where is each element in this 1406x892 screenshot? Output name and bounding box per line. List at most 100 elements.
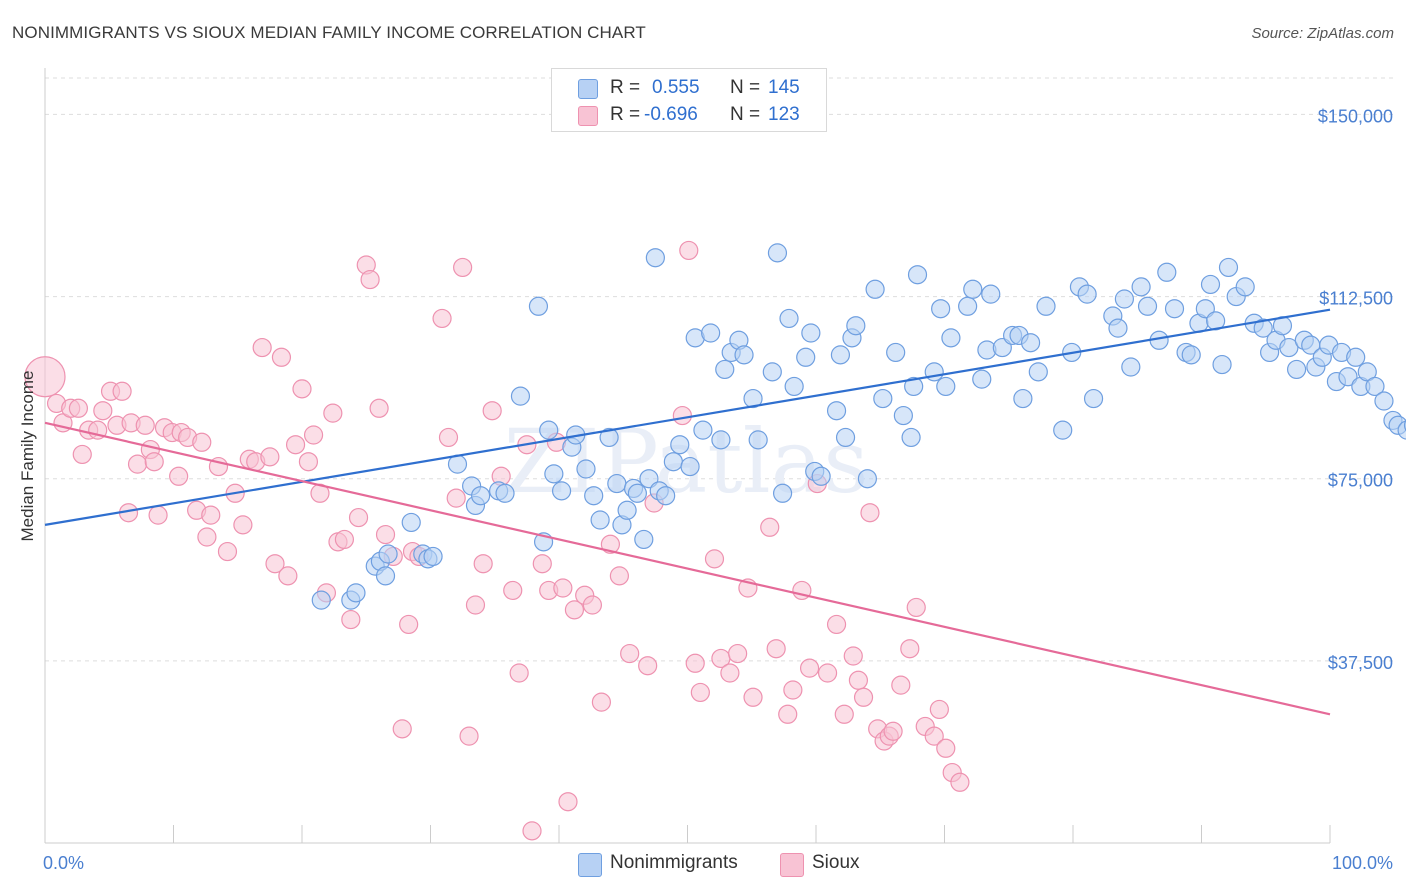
sioux-point: [620, 643, 640, 664]
sioux-point: [843, 646, 863, 666]
nonimmigrants-point: [846, 316, 866, 336]
nonimmigrants-point: [830, 345, 851, 365]
legend-n-value: 123: [768, 104, 800, 125]
nonimmigrants-point: [901, 427, 921, 448]
sioux-point: [509, 663, 529, 683]
sioux-point: [558, 792, 578, 812]
nonimmigrants-point: [599, 427, 619, 448]
nonimmigrants-point: [1083, 388, 1104, 409]
sioux-point: [906, 597, 926, 618]
sioux-point: [446, 488, 466, 508]
sioux-point: [127, 454, 148, 474]
nonimmigrants-point: [762, 362, 782, 382]
sioux-point: [453, 257, 473, 278]
sioux-point: [438, 427, 459, 448]
tick-labels: $37,500 $75,000 $112,500 $150,000 0.0% 100.0%: [43, 106, 1393, 873]
sioux-point: [582, 595, 603, 615]
sioux-point: [271, 347, 292, 367]
y-tick-label: $37,500: [1328, 653, 1393, 673]
nonimmigrants-point: [1346, 347, 1366, 367]
nonimmigrants-point: [1108, 318, 1128, 338]
nonimmigrants-points: [311, 243, 1406, 610]
nonimmigrants-point: [784, 376, 804, 397]
sioux-point: [197, 527, 217, 547]
sioux-point: [817, 663, 838, 683]
nonimmigrants-point: [924, 362, 944, 382]
nonimmigrants-point: [544, 464, 564, 484]
bottom-legend-swatch-pink: [780, 853, 804, 877]
nonimmigrants-point: [528, 296, 549, 316]
nonimmigrants-point: [1013, 388, 1033, 409]
sioux-point: [799, 658, 820, 678]
y-tick-label: $112,500: [1319, 289, 1393, 309]
sioux-point: [112, 381, 132, 401]
legend-r-label: R =: [610, 77, 641, 98]
sioux-point: [743, 687, 763, 707]
nonimmigrants-point: [1131, 277, 1151, 297]
nonimmigrants-point: [811, 466, 831, 486]
sioux-point: [292, 379, 312, 399]
sioux-point: [704, 549, 725, 569]
sioux-point: [609, 566, 629, 586]
sioux-point: [303, 425, 324, 445]
nonimmigrants-point: [748, 430, 768, 450]
sioux-point: [260, 447, 280, 467]
sioux-point: [834, 704, 854, 724]
sioux-point: [348, 507, 369, 528]
nonimmigrants-point: [495, 483, 515, 503]
nonimmigrants-point: [772, 483, 793, 503]
nonimmigrants-point: [1137, 296, 1158, 316]
sioux-point: [891, 675, 911, 695]
y-axis-label: Median Family Income: [18, 370, 37, 541]
sioux-point: [169, 466, 189, 486]
trendlines: [44, 308, 1331, 716]
nonimmigrants-point: [1218, 257, 1239, 278]
sioux-point: [924, 726, 944, 746]
sioux-point: [883, 721, 903, 741]
nonimmigrants-point: [1121, 357, 1141, 377]
nonimmigrants-point: [656, 486, 676, 506]
sioux-point: [522, 821, 542, 841]
nonimmigrants-point: [378, 544, 398, 564]
source-label: Source: ZipAtlas.com: [1251, 25, 1394, 42]
y-tick-label: $75,000: [1328, 471, 1393, 491]
nonimmigrants-point: [835, 427, 856, 448]
nonimmigrants-point: [715, 359, 735, 380]
sioux-point: [432, 308, 452, 329]
sioux-point: [929, 699, 949, 720]
nonimmigrants-point: [1053, 420, 1073, 440]
nonimmigrants-point: [576, 459, 596, 479]
sioux-point: [720, 663, 740, 683]
nonimmigrants-point: [1235, 277, 1255, 297]
nonimmigrants-point: [865, 279, 885, 299]
nonimmigrants-point: [423, 546, 443, 567]
sioux-point: [252, 337, 272, 358]
nonimmigrants-point: [936, 376, 956, 397]
nonimmigrants-point: [701, 323, 721, 343]
nonimmigrants-point: [941, 328, 961, 348]
sioux-point: [482, 401, 502, 421]
nonimmigrants-point: [904, 376, 924, 397]
sioux-point: [459, 726, 479, 746]
nonimmigrants-point: [711, 430, 731, 450]
nonimmigrants-point: [1338, 367, 1358, 387]
nonimmigrants-point: [607, 473, 627, 494]
sioux-point: [950, 772, 970, 792]
nonimmigrants-point: [972, 369, 992, 389]
sioux-point: [233, 515, 253, 535]
nonimmigrants-trendline: [44, 308, 1331, 526]
nonimmigrants-point: [663, 452, 683, 472]
sioux-point: [853, 687, 874, 707]
bottom-legend-label: Nonimmigrants: [610, 852, 738, 873]
nonimmigrants-point: [743, 388, 763, 409]
sioux-point: [369, 398, 389, 418]
nonimmigrants-point: [893, 405, 913, 426]
sioux-point: [285, 435, 306, 455]
nonimmigrants-point: [551, 481, 572, 501]
nonimmigrants-point: [963, 279, 983, 299]
legend-n-label: N =: [730, 104, 761, 125]
x-tick-label: 0.0%: [43, 853, 84, 873]
axes: [44, 68, 1331, 844]
sioux-point: [465, 595, 486, 615]
sioux-point: [638, 656, 658, 676]
